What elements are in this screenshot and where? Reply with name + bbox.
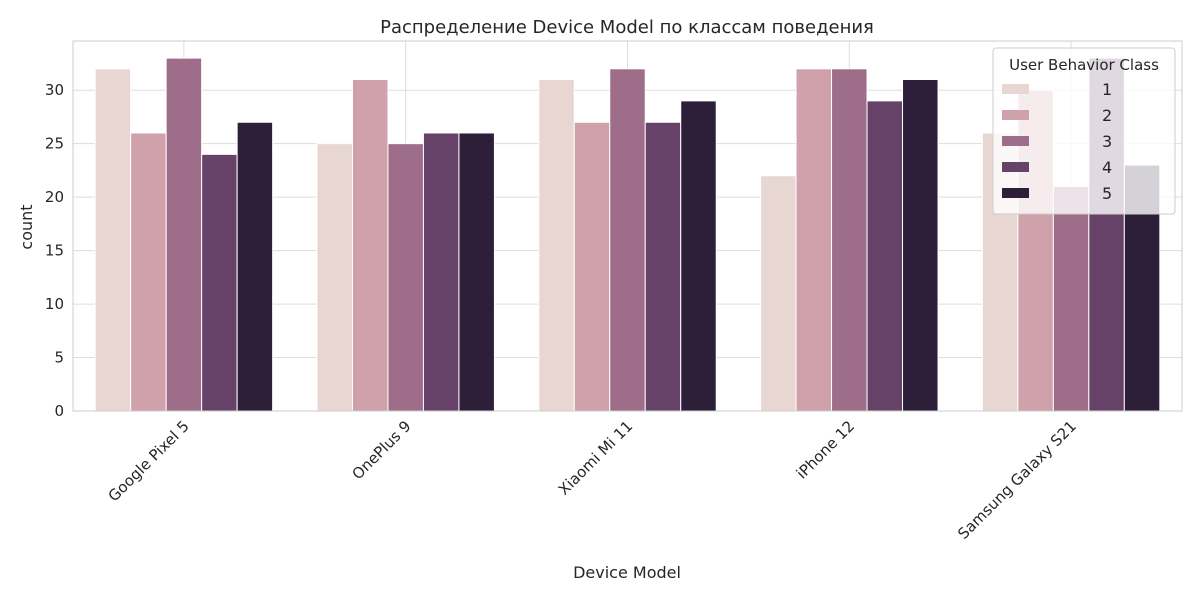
legend-box (992, 47, 1176, 215)
bar-4-0 (201, 153, 238, 412)
y-axis-label: count (17, 204, 36, 249)
y-tick-labels: 0 5 10 15 20 25 30 (45, 81, 64, 420)
x-axis-label: Device Model (573, 563, 681, 582)
plot-border (72, 40, 1183, 412)
bar-3-4 (1052, 185, 1090, 412)
bar-2-2 (573, 121, 611, 412)
bar-5-1 (458, 132, 495, 412)
y-tick-label: 0 (54, 402, 64, 420)
chart-title: Распределение Device Model по классам по… (380, 17, 874, 38)
y-tick-label: 30 (45, 81, 64, 99)
legend-label: 5 (1102, 184, 1112, 203)
bar-3-1 (387, 143, 424, 412)
legend-swatch (1002, 188, 1029, 198)
x-tick-labels: Google Pixel 5 OnePlus 9 Xiaomi Mi 11 iPhon… (105, 417, 1080, 543)
bar-3-0 (165, 57, 203, 412)
x-tick-label: Google Pixel 5 (105, 417, 193, 505)
bar-5-2 (680, 100, 717, 412)
bar-2-1 (351, 78, 389, 412)
bar-2-3 (795, 68, 833, 412)
bar-4-1 (422, 132, 460, 412)
bar-5-3 (902, 78, 939, 412)
legend-swatch (1002, 84, 1029, 94)
bar-1-2 (538, 78, 575, 412)
bar-1-1 (316, 143, 353, 412)
legend-swatch (1002, 136, 1029, 146)
y-tick-label: 20 (45, 188, 64, 206)
y-tick-label: 10 (45, 295, 64, 313)
bar-5-0 (236, 121, 274, 412)
legend-label: 4 (1102, 158, 1112, 177)
y-tick-label: 15 (45, 242, 64, 260)
x-tick-label: Xiaomi Mi 11 (555, 417, 637, 499)
legend-swatch (1002, 162, 1029, 172)
y-tick-label: 25 (45, 135, 64, 153)
axes-frame (72, 40, 1183, 412)
bar-4-2 (644, 121, 682, 412)
legend-label: 3 (1102, 132, 1112, 151)
x-tick-label: Samsung Galaxy S21 (954, 417, 1080, 543)
legend-label: 1 (1102, 80, 1112, 99)
bar-4-3 (866, 100, 904, 412)
x-tick-label: iPhone 12 (793, 417, 858, 482)
bar-2-0 (130, 132, 167, 412)
y-tick-label: 5 (54, 349, 64, 367)
legend-title: User Behavior Class (1009, 56, 1159, 74)
legend: User Behavior Class 1 2 3 4 5 (992, 47, 1176, 215)
x-tick-label: OnePlus 9 (348, 417, 414, 483)
legend-label: 2 (1102, 106, 1112, 125)
bar-1-3 (760, 175, 797, 412)
bar-3-2 (609, 68, 646, 412)
bar-3-3 (831, 68, 868, 412)
legend-swatch (1002, 110, 1029, 120)
bar-1-0 (94, 68, 132, 412)
